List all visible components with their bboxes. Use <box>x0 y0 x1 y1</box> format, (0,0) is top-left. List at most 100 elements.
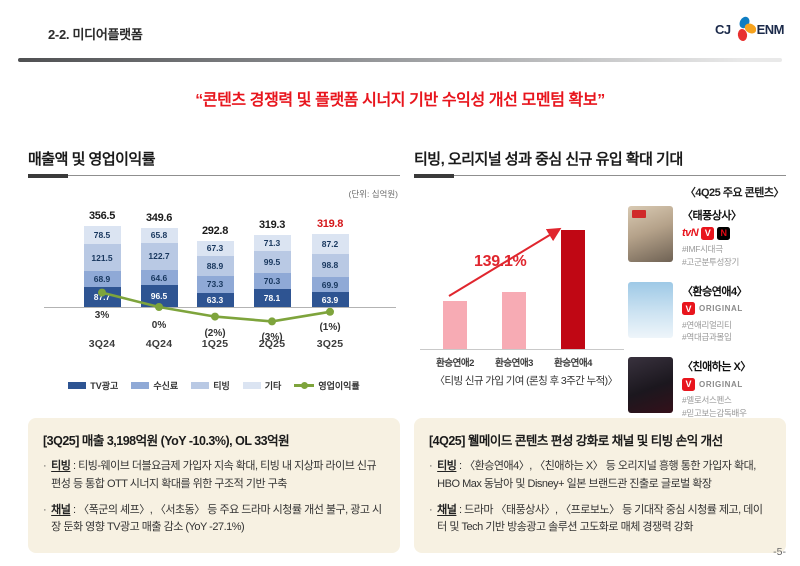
tving-icon: V <box>682 302 695 315</box>
legend-swatch <box>131 382 150 389</box>
content-title: 〈태풍상사〉 <box>682 210 742 222</box>
unit-note: (단위: 십억원) <box>348 189 399 199</box>
revenue-panel: 매출액 및 영업이익률 (단위: 십억원) 78.5 121.5 68.9 87.7 3… <box>28 148 400 553</box>
stacked-bar: 65.8 122.7 64.6 96.5 <box>140 227 178 307</box>
bar-total-label: 356.5 <box>88 210 116 223</box>
header-divider <box>18 58 782 62</box>
bar-segment-수신료: 68.9 <box>83 271 121 288</box>
tvn-logo: tvN <box>682 227 699 239</box>
legend-swatch <box>191 382 210 389</box>
cj-petals-icon <box>732 16 756 42</box>
bar-segment-기타: 87.2 <box>311 234 349 255</box>
bar-segment-티빙: 98.8 <box>311 254 349 277</box>
bullet-keyword: 채널 <box>51 503 71 516</box>
stacked-bar: 71.3 99.5 70.3 78.1 <box>253 234 291 307</box>
content-poster-thumbnail <box>628 281 673 338</box>
q4-outlook-bullets: · 티빙 : 〈환승연애4〉, 〈친애하는 X〉 등 오리지널 흥행 통한 가입자… <box>429 458 771 537</box>
bar-total-label: 319.3 <box>258 218 286 231</box>
bar-total-label: 319.8 <box>316 218 344 231</box>
chart-legend: TV광고 수신료 티빙 기타 영업이익률 <box>28 379 400 392</box>
content-info: 〈환승연애4〉 V ORIGINAL #연애리얼리티 #역대급과몰입 <box>682 282 748 345</box>
netflix-icon: N <box>717 226 731 240</box>
note-bullet: · 티빙 : 〈환승연애4〉, 〈친애하는 X〉 등 오리지널 흥행 통한 가입자… <box>429 458 771 494</box>
legend-item-수신료: 수신료 <box>131 379 178 392</box>
bullet-dot: · <box>429 460 433 472</box>
bullet-text: 티빙 : 티빙-웨이브 더블요금제 가입자 지속 확대, 티빙 내 지상파 라이… <box>51 460 377 490</box>
bullet-keyword: 티빙 <box>437 460 457 472</box>
content-platforms: V ORIGINAL <box>682 302 747 316</box>
bar-segment-TV광고: 63.3 <box>196 292 234 307</box>
bar-segment-수신료: 70.3 <box>253 273 291 290</box>
content-item: 〈친애하는 X〉 V ORIGINAL #멜로서스펜스 #믿고보는감독배우 <box>628 357 788 420</box>
bar-total-label: 292.8 <box>201 224 229 237</box>
bar-segment-티빙: 99.5 <box>253 250 291 274</box>
x-axis-line <box>44 307 396 308</box>
legend-swatch <box>242 382 261 389</box>
note-bullet: · 채널 : 〈폭군의 셰프〉, 〈서초동〉 등 주요 드라마 시청률 개선 불구… <box>43 502 385 538</box>
legend-line-swatch <box>294 382 315 389</box>
revenue-panel-title: 매출액 및 영업이익률 <box>28 148 400 178</box>
bar-segment-티빙: 121.5 <box>83 243 121 272</box>
content-info: 〈친애하는 X〉 V ORIGINAL #멜로서스펜스 #믿고보는감독배우 <box>682 357 751 420</box>
bullet-text: 채널 : 〈폭군의 셰프〉, 〈서초동〉 등 주요 드라마 시청률 개선 불구,… <box>51 503 382 534</box>
headline-quote: “콘텐츠 경쟁력 및 플랫폼 시너지 기반 수익성 개선 모멘텀 확보” <box>195 92 605 109</box>
content-poster-thumbnail <box>628 357 673 413</box>
x-axis-category: 4Q24 <box>145 338 173 350</box>
key-contents-header: 〈4Q25 주요 콘텐츠〉 <box>684 187 785 199</box>
bar-segment-기타: 78.5 <box>83 226 121 244</box>
x-axis-category: 환승연애4 <box>554 358 592 369</box>
section-label: 2-2. 미디어플랫폼 <box>48 27 143 42</box>
q3-summary-title: [3Q25] 매출 3,198억원 (YoY -10.3%), OL 33억원 <box>43 434 290 448</box>
bar-total-label: 349.6 <box>145 211 173 224</box>
legend-label: 수신료 <box>153 381 179 391</box>
stacked-bar: 78.5 121.5 68.9 87.7 <box>83 226 121 307</box>
x-axis-category: 3Q24 <box>88 338 116 350</box>
bullet-keyword: 채널 <box>437 503 457 516</box>
x-axis-category: 1Q25 <box>201 338 229 350</box>
bar-segment-기타: 71.3 <box>253 234 291 251</box>
tving-panel-title: 티빙, 오리지널 성과 중심 신규 유입 확대 기대 <box>414 148 786 178</box>
cj-enm-logo: CJ ENM <box>714 16 785 42</box>
legend-item-TV광고: TV광고 <box>68 379 118 392</box>
content-platforms: tvN V N <box>682 226 741 240</box>
stacked-bar: 67.3 88.9 73.3 63.3 <box>196 240 234 307</box>
content-hashtag: #역대급과몰입 <box>682 332 732 343</box>
logo-cj-text: CJ <box>714 21 731 37</box>
legend-label: 티빙 <box>213 381 230 391</box>
bar-segment-티빙: 122.7 <box>140 242 178 271</box>
x-axis-category: 환승연애2 <box>436 358 474 369</box>
bullet-dot: · <box>43 503 47 516</box>
legend-item-티빙: 티빙 <box>191 379 230 392</box>
legend-label: TV광고 <box>90 381 119 391</box>
margin-pct-label: (3%) <box>261 332 283 343</box>
signup-bar-환승연애4 <box>561 230 585 349</box>
legend-item-영업이익률: 영업이익률 <box>294 379 360 392</box>
x-axis-category: 환승연애3 <box>495 358 533 369</box>
margin-pct-label: 3% <box>94 310 110 321</box>
bar-segment-기타: 65.8 <box>140 227 178 243</box>
bar-segment-수신료: 69.9 <box>311 276 349 293</box>
content-title: 〈환승연애4〉 <box>682 285 748 298</box>
tving-panel: 티빙, 오리지널 성과 중심 신규 유입 확대 기대 〈4Q25 주요 콘텐츠〉… <box>414 148 786 553</box>
bar-segment-TV광고: 63.9 <box>311 292 349 307</box>
bar-segment-수신료: 73.3 <box>196 275 234 293</box>
legend-label: 기타 <box>264 381 282 391</box>
content-title: 〈친애하는 X〉 <box>682 361 751 373</box>
q4-outlook-box: [4Q25] 웰메이드 콘텐츠 편성 강화로 채널 및 티빙 손익 개선 · 티빙… <box>414 418 786 553</box>
tving-original-label: ORIGINAL <box>699 304 743 313</box>
bar-segment-수신료: 64.6 <box>140 270 178 286</box>
margin-pct-label: (1%) <box>319 322 341 333</box>
bullet-keyword: 티빙 <box>51 460 71 472</box>
content-hashtag: #멜로서스펜스 <box>682 395 732 405</box>
tving-icon: V <box>701 226 715 240</box>
bullet-dot: · <box>429 503 433 516</box>
content-platforms: V ORIGINAL <box>682 377 751 391</box>
bullet-text: 채널 : 드라마 〈태풍상사〉, 〈프로보노〉 등 기대작 중심 시청률 제고,… <box>437 503 763 534</box>
q3-summary-box: [3Q25] 매출 3,198억원 (YoY -10.3%), OL 33억원 … <box>28 418 400 553</box>
bullet-dot: · <box>43 460 47 472</box>
growth-annotation: 139.1% <box>474 253 527 270</box>
q4-outlook-title: [4Q25] 웰메이드 콘텐츠 편성 강화로 채널 및 티빙 손익 개선 <box>429 434 723 448</box>
content-hashtag: #연애리얼리티 <box>682 319 732 330</box>
q3-summary-bullets: · 티빙 : 티빙-웨이브 더블요금제 가입자 지속 확대, 티빙 내 지상파 라… <box>43 458 385 537</box>
